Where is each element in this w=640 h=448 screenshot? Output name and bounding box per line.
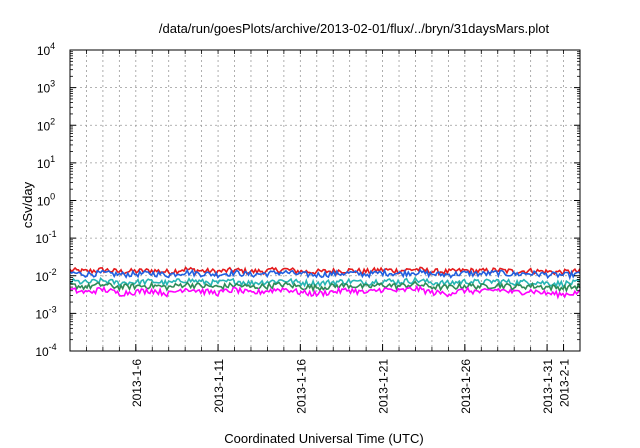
y-tick-label: 10-2	[35, 267, 56, 284]
y-axis-ticks: 10-4 10-3 10-2 10-1 100 101 102 103 104	[35, 41, 580, 359]
y-tick-label: 103	[37, 79, 55, 96]
y-tick-label: 101	[37, 154, 55, 171]
y-tick-label: 10-4	[35, 342, 56, 359]
x-tick-label: 2013-1-31	[541, 359, 555, 414]
y-tick-label: 100	[37, 192, 55, 209]
y-tick-label: 104	[37, 41, 55, 58]
series-line	[69, 266, 581, 277]
x-tick-label: 2013-2-1	[558, 359, 572, 407]
series-line	[69, 280, 581, 293]
grid-lines	[70, 50, 580, 351]
chart-title: /data/run/goesPlots/archive/2013-02-01/f…	[159, 21, 550, 36]
y-tick-label: 102	[37, 116, 55, 133]
series-line	[69, 284, 581, 300]
x-tick-label: 2013-1-26	[459, 359, 473, 414]
data-series	[69, 266, 581, 300]
series-line	[69, 276, 581, 288]
x-tick-label: 2013-1-11	[212, 359, 226, 413]
y-tick-label: 10-1	[35, 229, 56, 246]
x-tick-label: 2013-1-16	[294, 359, 308, 414]
series-line	[69, 267, 581, 281]
x-tick-label: 2013-1-6	[130, 359, 144, 407]
y-axis-label: cSv/day	[20, 181, 35, 228]
y-tick-label: 10-3	[35, 304, 56, 321]
x-tick-label: 2013-1-21	[377, 359, 391, 414]
x-axis-label: Coordinated Universal Time (UTC)	[224, 431, 423, 446]
x-axis-ticks: 2013-1-6 2013-1-11 2013-1-16 2013-1-21 2013-…	[86, 50, 572, 414]
